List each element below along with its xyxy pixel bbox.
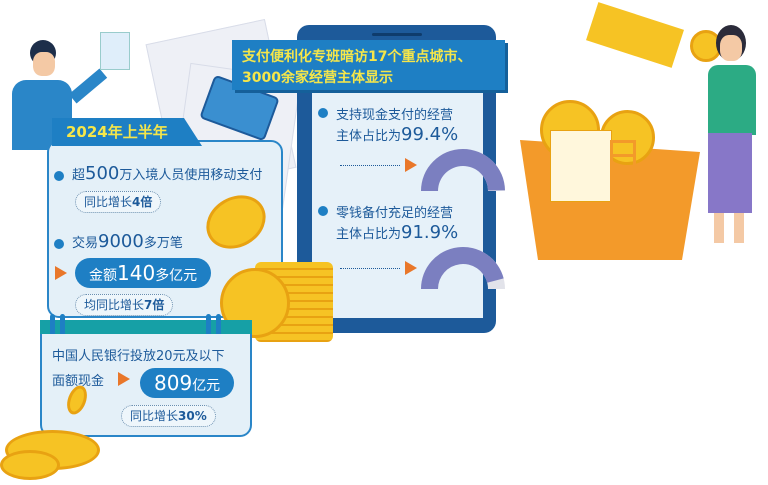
dotted-leader [340,268,400,269]
cash-line1: 中国人民银行投放20元及以下 [52,349,225,364]
title-banner: 支付便利化专班暗访17个重点城市、 3000余家经营主体显示 [232,40,505,90]
gauge-stat1-fill [421,148,505,191]
binder-ring [206,314,211,340]
binder-ring [60,314,65,340]
item2-prefix: 交易 [72,236,99,251]
badge-label: 同比增长 [130,409,179,423]
item2-text: 交易9000多万笔 [72,231,183,252]
item1-text: 超500万入境人员使用移动支付 [72,163,262,184]
binder-ring [216,314,221,340]
bullet-dot [54,171,64,181]
item1-suffix: 万入境人员使用移动支付 [119,168,263,183]
gauge-stat1 [421,148,505,191]
panel-connector-bar [40,320,252,334]
item2-suffix: 多万笔 [143,236,183,251]
person-illustration-right [700,25,760,255]
stat1-line2: 主体占比为99.4% [336,124,458,145]
year-banner: 2024年上半年 [52,118,202,146]
item1-number: 500 [85,163,120,184]
binder-ring [50,314,55,340]
arrow-icon [118,372,130,386]
gauge-stat2 [421,246,505,289]
pill-number: 809 [154,371,193,395]
title-line-1: 支付便利化专班暗访17个重点城市、 [242,49,472,65]
stat1-line1: 支持现金支付的经营 [336,108,454,123]
badge-value: 4倍 [132,195,153,209]
cash-amount-pill: 809亿元 [140,368,235,398]
gift-box-illustration [520,100,700,260]
stat1-label: 主体占比为 [336,129,402,144]
arrow-icon [405,158,417,172]
person-illustration-left [8,32,130,150]
stat1-value: 99.4% [401,124,459,145]
pill-unit: 多亿元 [155,268,198,284]
item2-growth-badge: 均同比增长7倍 [75,294,174,316]
coin-illustration [0,450,60,480]
badge-label: 同比增长 [84,195,133,209]
stat2-line2: 主体占比为91.9% [336,222,458,243]
title-line-2: 3000余家经营主体显示 [242,70,393,86]
arrow-icon [55,266,67,280]
phone-speaker [372,33,422,36]
item1-growth-badge: 同比增长4倍 [75,191,162,213]
pill-number: 140 [117,261,156,285]
arrow-icon [405,261,417,275]
bullet-dot [318,206,328,216]
badge-label: 均同比增长 [84,298,145,312]
phone-screen [312,88,483,318]
item2-number: 9000 [98,231,144,252]
ticket-illustration [586,2,684,68]
bullet-dot [54,239,64,249]
bullet-dot [318,108,328,118]
dotted-leader [340,165,400,166]
stat2-value: 91.9% [401,222,459,243]
badge-value: 7倍 [144,298,165,312]
pill-unit: 亿元 [192,378,221,394]
stat2-line1: 零钱备付充足的经营 [336,206,454,221]
badge-value: 30% [178,409,207,423]
gauge-stat2-fill [421,247,504,289]
item1-prefix: 超 [72,168,86,183]
item2-amount-pill: 金额140多亿元 [75,258,212,288]
pill-label: 金额 [89,268,117,284]
cash-growth-badge: 同比增长30% [121,405,216,427]
stat2-label: 主体占比为 [336,227,402,242]
cash-line2: 面额现金 [52,374,105,389]
